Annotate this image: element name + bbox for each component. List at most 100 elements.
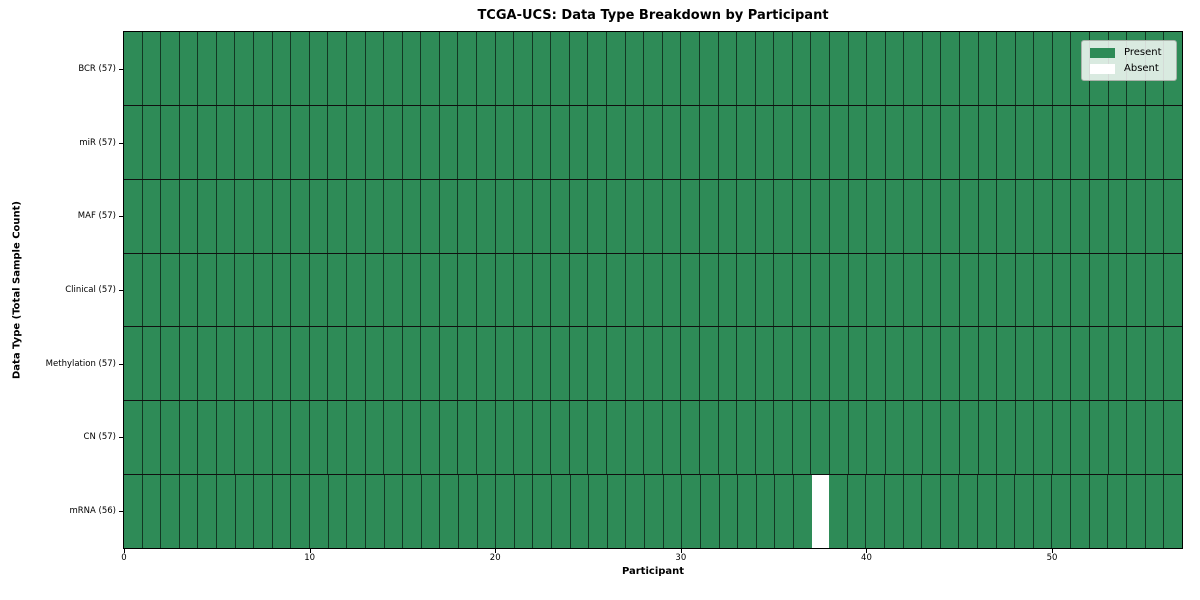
present-cell	[643, 105, 662, 179]
present-cell	[308, 105, 328, 179]
present-cell	[531, 327, 551, 401]
present-cell	[401, 253, 421, 327]
present-cell	[884, 32, 904, 105]
x-tick-label: 30	[675, 553, 687, 563]
present-cell	[513, 32, 532, 105]
present-cell	[921, 327, 941, 401]
present-cell	[1051, 401, 1071, 475]
present-cell	[903, 105, 922, 179]
present-cell	[234, 253, 254, 327]
present-cell	[977, 32, 997, 105]
present-cell	[271, 105, 291, 179]
present-cell	[420, 32, 439, 105]
present-cell	[940, 32, 960, 105]
present-cell	[124, 253, 142, 327]
present-cell	[921, 32, 941, 105]
present-cell	[160, 105, 179, 179]
present-cell	[124, 401, 142, 475]
present-cell	[810, 401, 829, 475]
present-cell	[475, 253, 495, 327]
present-cell	[364, 253, 384, 327]
present-cell	[846, 475, 866, 549]
present-cell	[327, 475, 347, 549]
present-cell	[568, 32, 588, 105]
present-cell	[1107, 179, 1127, 253]
present-cell	[828, 179, 848, 253]
present-cell	[420, 475, 440, 549]
present-cell	[568, 179, 588, 253]
present-cell	[1033, 105, 1052, 179]
present-cell	[736, 32, 755, 105]
present-cell	[662, 475, 682, 549]
present-cell	[160, 401, 179, 475]
present-cell	[420, 105, 439, 179]
present-cell	[625, 475, 645, 549]
present-cell	[1126, 105, 1145, 179]
present-cell	[588, 475, 607, 549]
present-cell	[1033, 179, 1052, 253]
present-cell	[1033, 401, 1052, 475]
present-cell	[587, 105, 607, 179]
y-tick-label: BCR (57)	[78, 63, 116, 74]
present-cell	[680, 179, 699, 253]
present-cell	[420, 253, 439, 327]
present-cell	[1033, 32, 1052, 105]
present-cell	[197, 105, 216, 179]
present-cell	[532, 475, 552, 549]
present-cell	[791, 105, 811, 179]
present-cell	[624, 401, 644, 475]
present-cell	[439, 475, 458, 549]
present-cell	[494, 32, 514, 105]
present-cell	[1163, 179, 1182, 253]
y-tick-mark	[119, 290, 123, 291]
present-cell	[866, 105, 885, 179]
present-cell	[290, 401, 309, 475]
present-cell	[791, 327, 811, 401]
present-cell	[847, 32, 867, 105]
present-cell	[215, 253, 235, 327]
present-cell	[866, 32, 885, 105]
present-cell	[624, 32, 644, 105]
present-cell	[754, 179, 774, 253]
present-cell	[308, 253, 328, 327]
present-cell	[178, 327, 198, 401]
legend-label-absent: Absent	[1124, 63, 1159, 74]
present-cell	[494, 327, 514, 401]
present-cell	[1089, 105, 1108, 179]
present-cell	[1107, 253, 1127, 327]
present-cell	[494, 179, 514, 253]
present-cell	[124, 327, 142, 401]
present-cell	[828, 253, 848, 327]
present-cell	[476, 475, 496, 549]
present-cell	[290, 327, 309, 401]
present-cell	[959, 253, 978, 327]
present-cell	[717, 105, 737, 179]
present-cell	[866, 179, 885, 253]
present-cell	[383, 475, 403, 549]
present-cell	[1126, 401, 1145, 475]
y-tick-label: CN (57)	[83, 432, 116, 443]
present-cell	[921, 179, 941, 253]
present-cell	[364, 105, 384, 179]
present-cell	[327, 179, 346, 253]
present-cell	[216, 475, 235, 549]
present-cell	[587, 401, 607, 475]
present-cell	[737, 475, 756, 549]
present-cell	[1163, 327, 1182, 401]
present-cell	[141, 475, 161, 549]
present-cell	[903, 253, 922, 327]
present-cell	[271, 475, 291, 549]
present-cell	[828, 32, 848, 105]
present-cell	[699, 475, 719, 549]
x-axis-label: Participant	[621, 566, 685, 577]
present-cell	[791, 401, 811, 475]
present-cell	[1107, 327, 1127, 401]
present-cell	[124, 32, 142, 105]
present-cell	[1089, 327, 1108, 401]
present-cell	[1144, 401, 1164, 475]
present-cell	[457, 32, 476, 105]
present-cell	[124, 475, 142, 549]
present-cell	[215, 179, 235, 253]
present-cell	[828, 401, 848, 475]
present-cell	[550, 32, 569, 105]
